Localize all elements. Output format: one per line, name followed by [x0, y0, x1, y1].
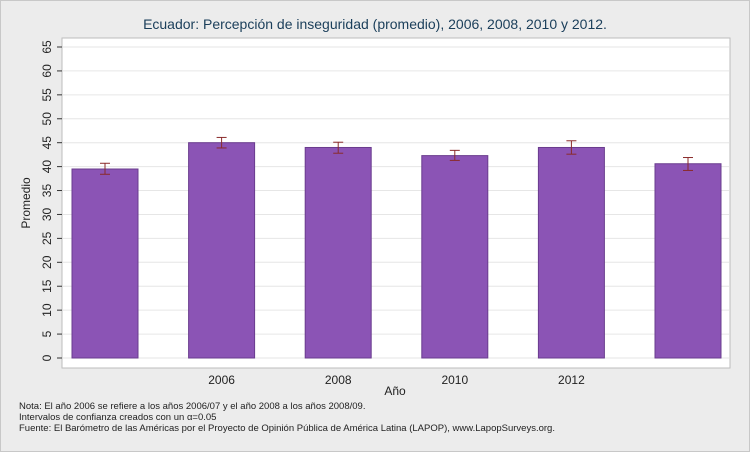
y-tick-label: 25: [40, 231, 54, 245]
bar: [71, 168, 139, 359]
y-tick-label: 50: [40, 112, 54, 126]
y-tick-label: 10: [40, 303, 54, 317]
y-tick-label: 60: [40, 64, 54, 78]
x-tick-label: 2010: [441, 373, 468, 387]
y-tick-label: 30: [40, 207, 54, 221]
x-tick-label: 2006: [208, 373, 235, 387]
plot-area: [61, 37, 731, 369]
bar: [304, 146, 372, 359]
note-line: Intervalos de confianza creados con un α…: [19, 412, 217, 423]
y-tick-label: 55: [40, 88, 54, 102]
x-tick-label: 2008: [325, 373, 352, 387]
bar-chart: 0 5 10 15 20 25 30 35 40 45 50 55 60 65 Promedio 2006 20…: [19, 37, 731, 398]
y-tick-label: 40: [40, 160, 54, 174]
y-tick-label: 20: [40, 255, 54, 269]
y-tick-label: 65: [40, 40, 54, 54]
bar: [537, 146, 605, 359]
bar: [188, 142, 256, 359]
y-tick-label: 5: [40, 330, 54, 337]
x-tick-label: 2012: [558, 373, 585, 387]
y-tick-label: 15: [40, 279, 54, 293]
bar: [654, 163, 722, 359]
chart-title: Ecuador: Percepción de inseguridad (prom…: [143, 16, 607, 32]
y-tick-label: 35: [40, 184, 54, 198]
source-line: Fuente: El Barómetro de las Américas por…: [19, 423, 555, 434]
y-axis-label: Promedio: [19, 177, 33, 229]
x-axis-label: Año: [384, 384, 406, 398]
note-line: Nota: El año 2006 se refiere a los años …: [19, 401, 366, 412]
y-tick-label: 45: [40, 136, 54, 150]
chart-notes: Nota: El año 2006 se refiere a los años …: [19, 401, 555, 434]
bar: [421, 155, 489, 359]
y-tick-label: 0: [40, 354, 54, 361]
